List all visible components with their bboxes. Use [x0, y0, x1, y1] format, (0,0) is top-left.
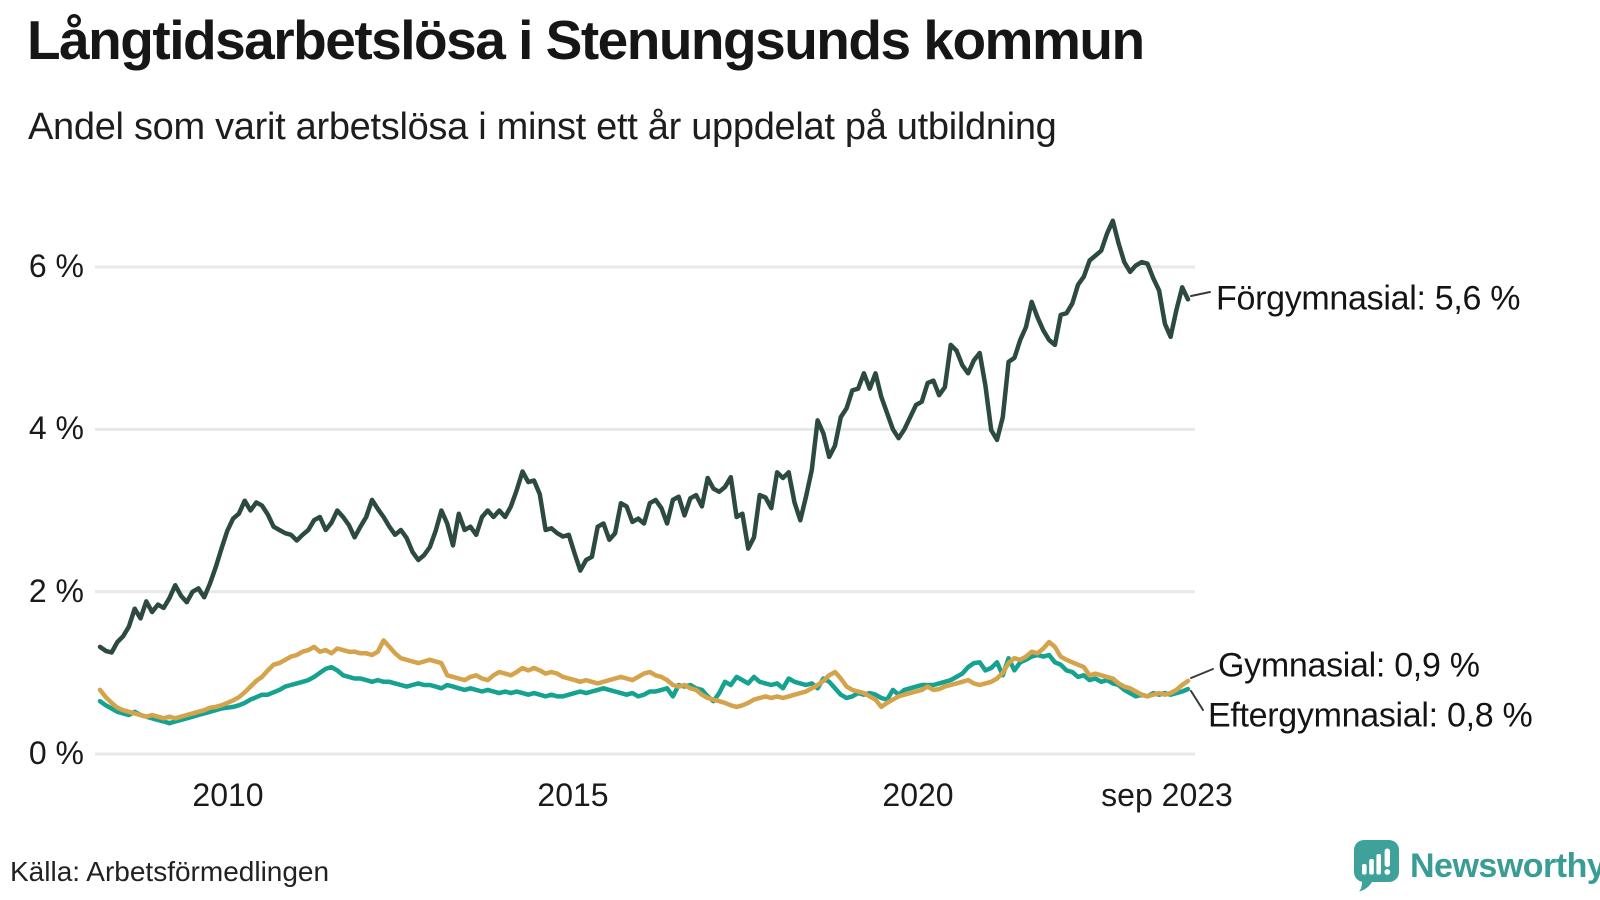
series-label-eftergymnasial: Eftergymnasial: 0,8 %	[1208, 696, 1533, 735]
series-label-forgymnasial: Förgymnasial: 5,6 %	[1216, 279, 1521, 318]
series-label-gymnasial: Gymnasial: 0,9 %	[1218, 646, 1480, 685]
newsworthy-logo-text: Newsworthy	[1410, 846, 1600, 885]
leader-line-gymnasial	[1190, 668, 1214, 679]
newsworthy-logo-icon	[1354, 840, 1399, 892]
y-tick-2: 2 %	[28, 572, 84, 609]
y-tick-4: 4 %	[28, 409, 84, 446]
leader-lines	[1190, 291, 1214, 711]
series-lines	[97, 218, 1191, 726]
chart-subtitle: Andel som varit arbetslösa i minst ett å…	[28, 106, 1057, 148]
y-tick-0: 0 %	[28, 734, 84, 771]
chart-title: Långtidsarbetslösa i Stenungsunds kommun	[27, 9, 1145, 71]
series-line-eftergymnasial	[97, 652, 1191, 726]
series-line-gymnasial	[97, 638, 1191, 721]
x-tick-sep2023: sep 2023	[1101, 777, 1233, 813]
gridlines	[95, 265, 1195, 756]
newsworthy-logo[interactable]: Newsworthy	[1352, 839, 1600, 893]
leader-line-forgymnasial	[1190, 291, 1211, 297]
leader-line-eftergymnasial	[1190, 690, 1204, 711]
source-note: Källa: Arbetsförmedlingen	[10, 856, 330, 887]
y-tick-6: 6 %	[28, 247, 84, 284]
x-tick-2020: 2020	[882, 777, 954, 813]
series-line-förgymnasial	[97, 218, 1191, 655]
x-tick-2010: 2010	[192, 777, 264, 813]
x-tick-2015: 2015	[537, 777, 609, 813]
